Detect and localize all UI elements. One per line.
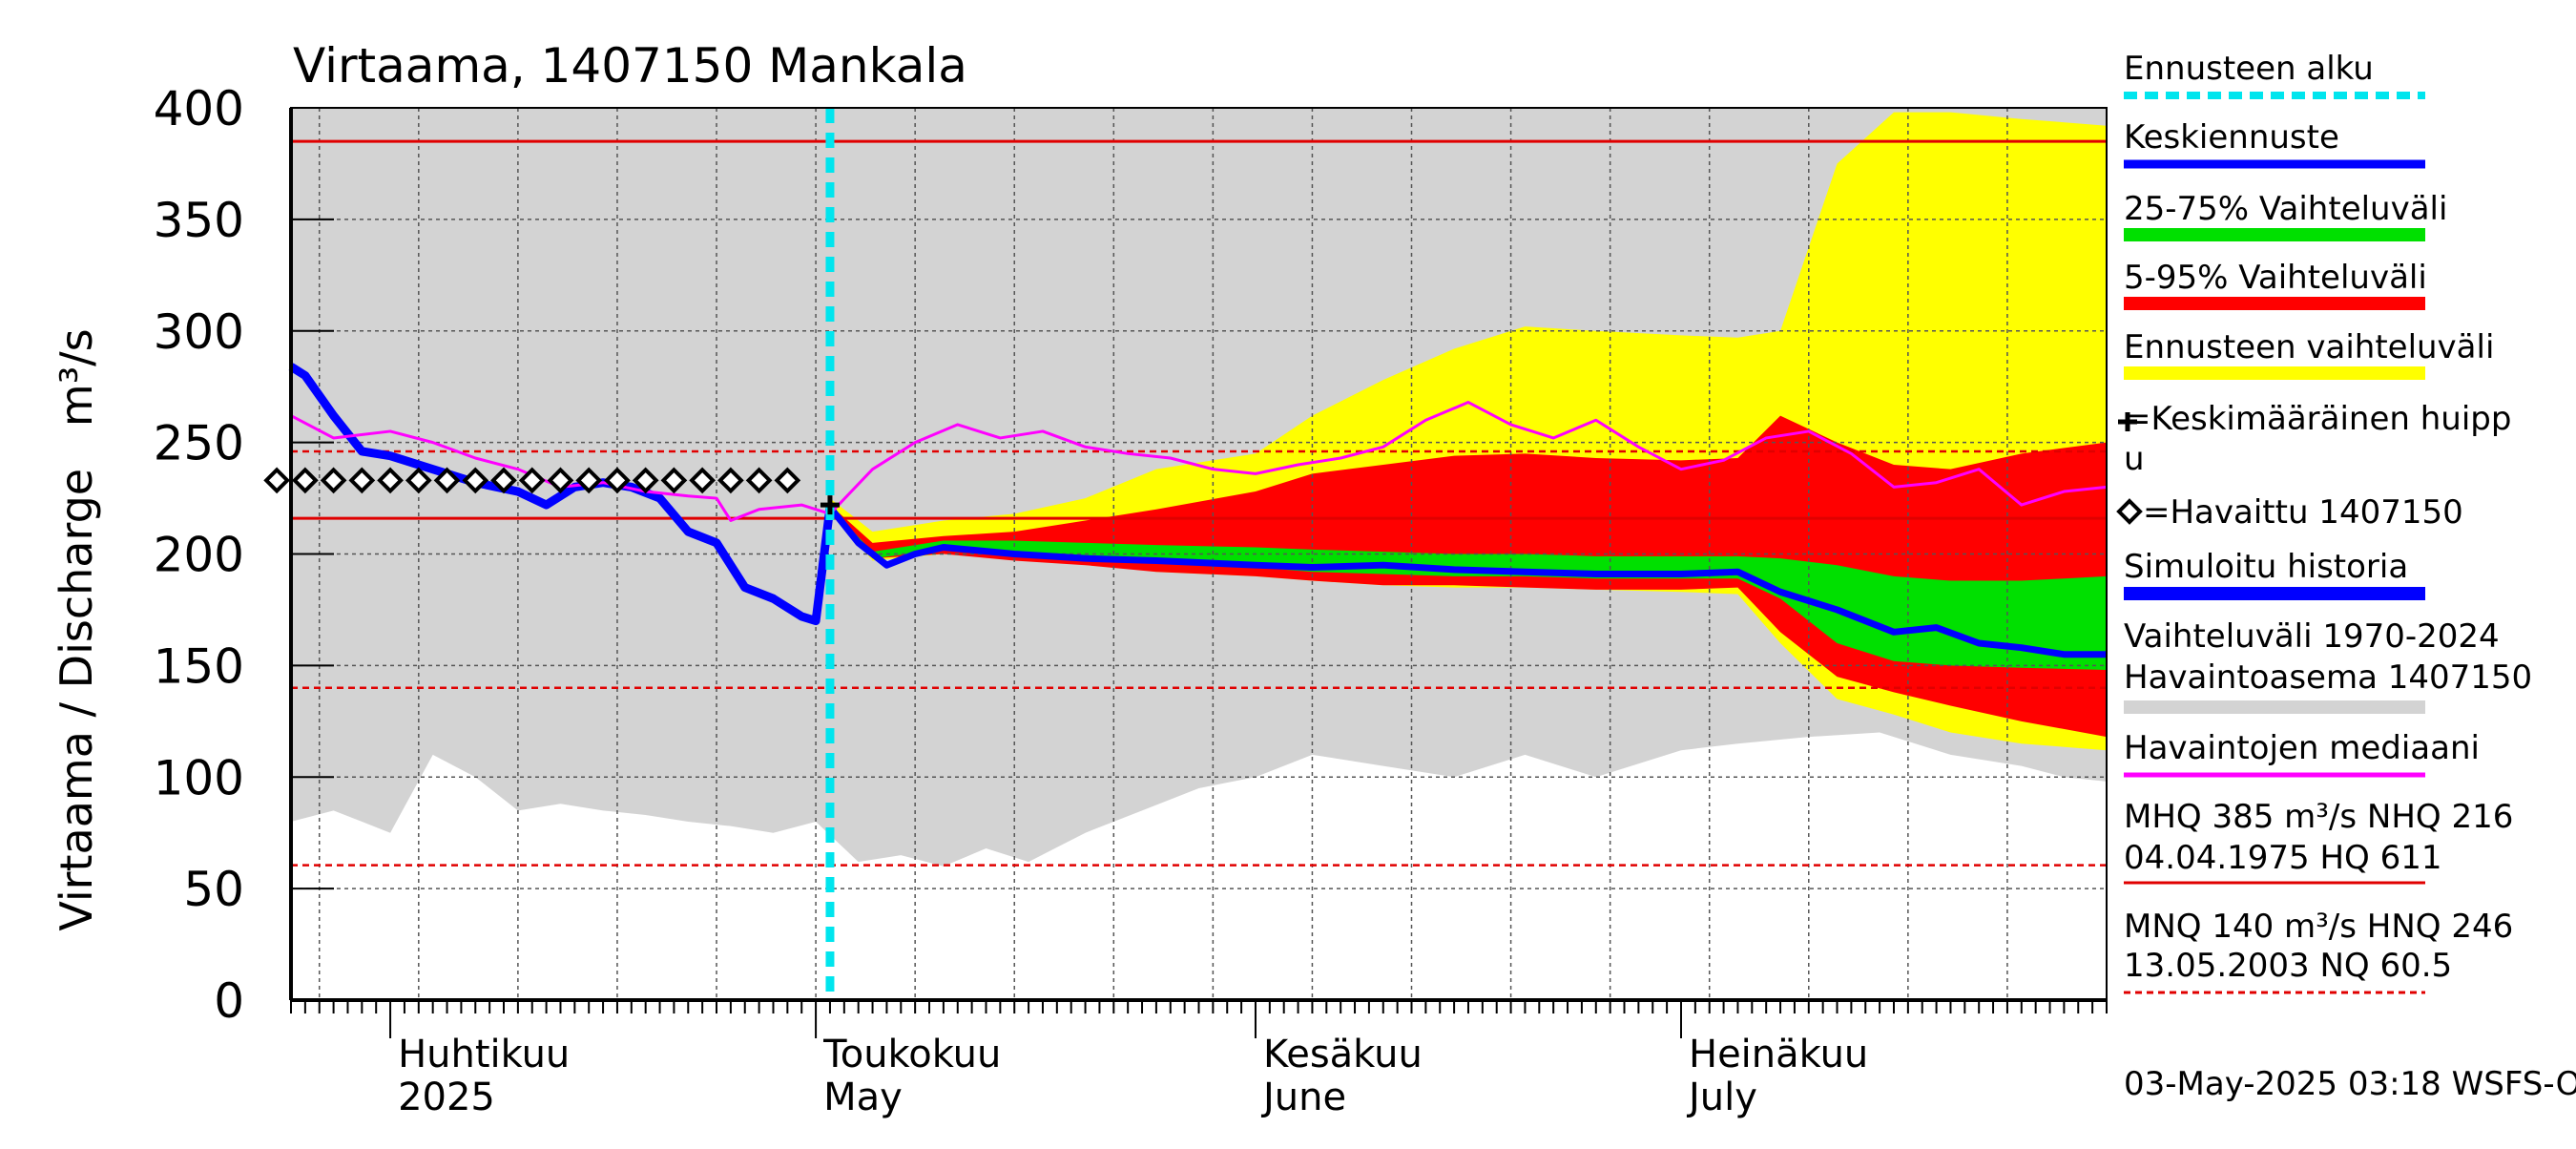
observed-marker	[377, 467, 404, 494]
x-month-label-en: June	[1260, 1076, 1346, 1119]
observed-marker	[745, 467, 773, 494]
x-month-label: Heinäkuu	[1689, 1033, 1868, 1076]
legend-label: =Keskimääräinen huipp	[2124, 400, 2511, 438]
legend-observed-marker	[2116, 498, 2143, 525]
y-axis-label: Virtaama / Discharge m³/s	[51, 328, 102, 930]
observed-marker	[462, 467, 489, 494]
legend-label: Havaintojen mediaani	[2124, 729, 2480, 767]
legend-label: 04.04.1975 HQ 611	[2124, 839, 2442, 877]
legend-label: Keskiennuste	[2124, 118, 2339, 157]
y-tick-label: 400	[154, 81, 244, 136]
y-tick-label: 350	[154, 193, 244, 248]
y-tick-label: 250	[154, 416, 244, 471]
x-month-label-en: May	[823, 1076, 903, 1119]
legend-label: Ennusteen alku	[2124, 50, 2374, 88]
y-tick-label: 150	[154, 638, 244, 694]
legend-label: Simuloitu historia	[2124, 548, 2408, 586]
observed-marker	[433, 467, 461, 494]
observed-marker	[490, 467, 517, 494]
y-tick-label: 300	[154, 304, 244, 360]
observed-marker	[632, 467, 659, 494]
x-month-label: Toukokuu	[822, 1033, 1001, 1076]
observed-marker	[320, 467, 347, 494]
x-month-label: Kesäkuu	[1263, 1033, 1423, 1076]
observed-marker	[263, 467, 290, 494]
legend-label: MHQ 385 m³/s NHQ 216	[2124, 798, 2513, 836]
observed-marker	[575, 467, 603, 494]
observed-marker	[689, 467, 716, 494]
observed-marker	[292, 467, 319, 494]
observed-marker	[405, 467, 432, 494]
legend-label: 25-75% Vaihteluväli	[2124, 190, 2447, 228]
mean-forecast-line	[827, 505, 2107, 658]
band-25-75	[829, 507, 2107, 671]
y-tick-label: 0	[214, 973, 244, 1029]
legend-label: Vaihteluväli 1970-2024	[2124, 617, 2500, 656]
chart-title: Virtaama, 1407150 Mankala	[293, 38, 967, 94]
observed-marker	[660, 467, 688, 494]
observed-marker	[518, 467, 546, 494]
x-month-label-en: July	[1686, 1076, 1757, 1119]
legend-label: 5-95% Vaihteluväli	[2124, 259, 2427, 297]
x-month-label-en: 2025	[398, 1076, 495, 1119]
peak-marker	[820, 495, 840, 515]
legend-label: Havaintoasema 1407150	[2124, 658, 2532, 697]
observed-marker	[604, 467, 631, 494]
legend: Ennusteen alku Keskiennuste 25-75% Vaihtel…	[2116, 50, 2532, 994]
legend-label: Ennusteen vaihteluväli	[2124, 328, 2494, 366]
x-month-label: Huhtikuu	[398, 1033, 570, 1076]
legend-label: =Havaittu 1407150	[2143, 493, 2463, 532]
observed-marker	[774, 467, 801, 494]
legend-label: u	[2124, 440, 2145, 478]
y-tick-label: 100	[154, 750, 244, 805]
legend-label: MNQ 140 m³/s HNQ 246	[2124, 908, 2513, 946]
observed-marker	[547, 467, 574, 494]
observed-marker	[348, 467, 376, 494]
y-tick-label: 200	[154, 528, 244, 583]
footer-timestamp: 03-May-2025 03:18 WSFS-O	[2124, 1065, 2576, 1103]
legend-label: 13.05.2003 NQ 60.5	[2124, 947, 2452, 985]
legend-peak-marker	[2118, 412, 2137, 431]
observed-marker	[717, 467, 744, 494]
y-tick-label: 50	[183, 862, 244, 917]
